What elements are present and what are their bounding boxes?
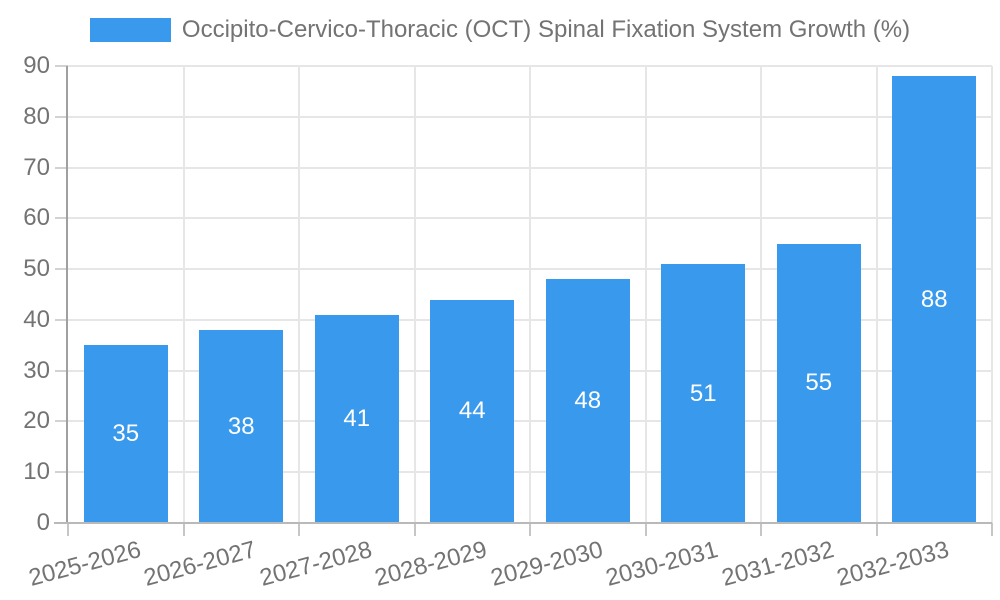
x-gridline [529, 66, 531, 523]
bar[interactable] [430, 299, 515, 523]
x-axis-line [54, 522, 992, 524]
x-gridline [875, 66, 878, 523]
y-tick-mark [55, 420, 68, 423]
plot-area: 35 38 41 44 48 51 55 88 [68, 65, 993, 523]
x-tick-label: 2030-2031 [603, 536, 722, 592]
x-gridline [644, 66, 647, 523]
bar-value-label: 44 [458, 397, 486, 425]
bar[interactable] [545, 279, 630, 523]
y-tick-label: 50 [23, 255, 50, 283]
x-tick-label: 2025-2026 [25, 536, 144, 592]
x-tick-mark [875, 523, 878, 536]
y-axis-line [66, 66, 68, 523]
x-tick-label: 2028-2029 [372, 536, 491, 592]
y-tick-label: 60 [23, 204, 50, 232]
x-tick-mark [644, 523, 647, 536]
x-tick-label: 2029-2030 [487, 536, 606, 592]
y-tick-mark [55, 268, 68, 271]
x-tick-mark [67, 523, 69, 536]
x-tick-mark [529, 523, 531, 536]
bar[interactable] [892, 76, 977, 523]
bar-value-label: 41 [343, 404, 371, 432]
y-tick-label: 20 [23, 407, 50, 435]
legend-label: Occipito-Cervico-Thoracic (OCT) Spinal F… [181, 16, 911, 43]
x-tick-label: 2026-2027 [141, 536, 260, 592]
legend-swatch [89, 18, 171, 42]
y-tick-mark [55, 166, 68, 169]
x-gridline [413, 66, 416, 523]
bar[interactable] [199, 330, 284, 523]
x-tick-mark [298, 523, 300, 536]
legend[interactable]: Occipito-Cervico-Thoracic (OCT) Spinal F… [0, 16, 1000, 44]
bar[interactable] [314, 314, 399, 523]
y-tick-mark [55, 369, 68, 372]
y-tick-mark [55, 65, 68, 67]
x-tick-label: 2032-2033 [834, 536, 953, 592]
bar[interactable] [83, 345, 168, 523]
x-tick-label: 2027-2028 [256, 536, 375, 592]
x-tick-mark [760, 523, 762, 536]
bar-value-label: 48 [574, 387, 602, 415]
x-tick-mark [413, 523, 416, 536]
y-tick-label: 10 [23, 458, 50, 486]
bar-value-label: 35 [112, 420, 140, 448]
y-tick-label: 30 [23, 356, 50, 384]
x-tick-mark [991, 523, 993, 536]
x-tick-mark [182, 523, 185, 536]
y-tick-mark [55, 318, 68, 321]
bar[interactable] [776, 243, 861, 523]
y-tick-mark [55, 471, 68, 474]
bar-value-label: 88 [920, 285, 948, 313]
y-tick-mark [55, 217, 68, 220]
y-tick-label: 40 [23, 305, 50, 333]
bar[interactable] [661, 264, 746, 523]
x-gridline [760, 66, 762, 523]
x-gridline [298, 66, 300, 523]
x-gridline [991, 66, 993, 523]
y-tick-mark [55, 115, 68, 118]
bar-value-label: 51 [689, 379, 717, 407]
x-gridline [182, 66, 185, 523]
bar-value-label: 55 [805, 369, 833, 397]
y-tick-label: 70 [23, 153, 50, 181]
y-tick-label: 90 [23, 52, 50, 79]
y-tick-label: 0 [36, 509, 50, 536]
y-tick-label: 80 [23, 102, 50, 130]
x-tick-label: 2031-2032 [718, 536, 837, 592]
bar-value-label: 38 [227, 412, 255, 440]
